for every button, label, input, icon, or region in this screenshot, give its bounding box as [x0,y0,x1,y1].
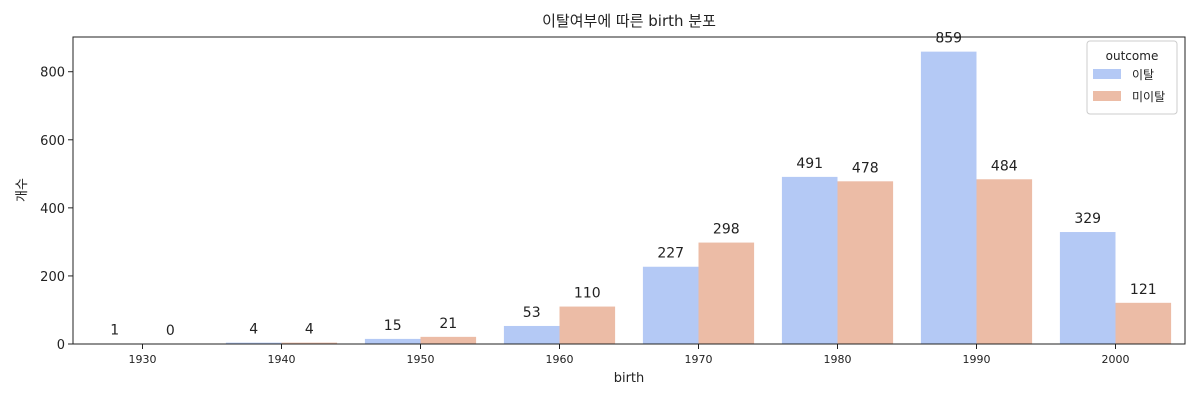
data-label-series-2-1970: 298 [713,222,740,238]
legend: outcome 이탈 미이탈 [1086,40,1178,115]
x-tick-label-1990: 1990 [963,353,991,366]
data-label-series-2-1950: 21 [439,316,457,332]
data-label-series-1-1930: 1 [110,323,119,339]
x-tick-label-1970: 1970 [685,353,713,366]
bar-series-2-1980 [837,181,894,344]
y-axis-label: 개수 [15,178,30,202]
y-tick-label-0: 0 [57,338,65,353]
legend-swatch-series-2 [1093,91,1121,101]
data-label-series-1-1960: 53 [523,305,541,321]
data-label-series-2-1990: 484 [991,158,1018,174]
bar-series-2-1970 [698,242,755,344]
bar-series-2-1950 [420,336,477,344]
bar-series-2-1960 [559,306,616,344]
data-label-series-2-2000: 121 [1130,282,1157,298]
bar-series-1-1980 [781,176,838,344]
y-tick-label-200: 200 [40,270,65,285]
y-tick-label-600: 600 [40,134,65,149]
x-tick-label-2000: 2000 [1102,353,1130,366]
legend-label-series-1: 이탈 [1132,68,1154,82]
data-label-series-1-1970: 227 [657,246,684,262]
y-tick-label-400: 400 [40,202,65,217]
x-tick-label-1940: 1940 [268,353,296,366]
bar-series-2-1990 [976,179,1033,344]
data-label-series-1-2000: 329 [1074,211,1101,227]
x-tick-label-1950: 1950 [407,353,435,366]
data-label-series-2-1930: 0 [166,323,175,339]
legend-swatch-series-1 [1093,69,1121,79]
plot-frame [72,36,1186,345]
legend-title: outcome [1106,49,1159,63]
bar-series-1-1990 [920,51,977,344]
x-tick-label-1980: 1980 [824,353,852,366]
bar-series-1-1940 [225,342,282,344]
bar-series-2-2000 [1115,302,1172,344]
plot-area: 1 4 15 53 227 491 859 329 0 4 21 110 298 478 484 121 0 20… [40,31,1186,366]
data-label-series-1-1950: 15 [384,318,402,334]
chart-title: 이탈여부에 따른 birth 분포 [542,12,716,30]
data-label-series-2-1980: 478 [852,160,879,176]
bar-series-1-2000 [1059,232,1116,344]
x-tick-label-1960: 1960 [546,353,574,366]
legend-label-series-2: 미이탈 [1132,90,1165,104]
y-tick-label-800: 800 [40,66,65,81]
bar-series-1-1950 [364,338,421,344]
data-label-series-1-1990: 859 [935,31,962,47]
data-label-series-1-1940: 4 [249,322,258,338]
data-label-series-1-1980: 491 [796,156,823,172]
x-tick-label-1930: 1930 [129,353,157,366]
x-axis-label: birth [614,371,645,386]
data-label-series-2-1940: 4 [305,322,314,338]
data-label-series-2-1960: 110 [574,286,601,302]
bar-series-1-1960 [503,325,560,344]
bar-series-2-1940 [281,342,338,344]
bar-series-1-1970 [642,266,699,344]
